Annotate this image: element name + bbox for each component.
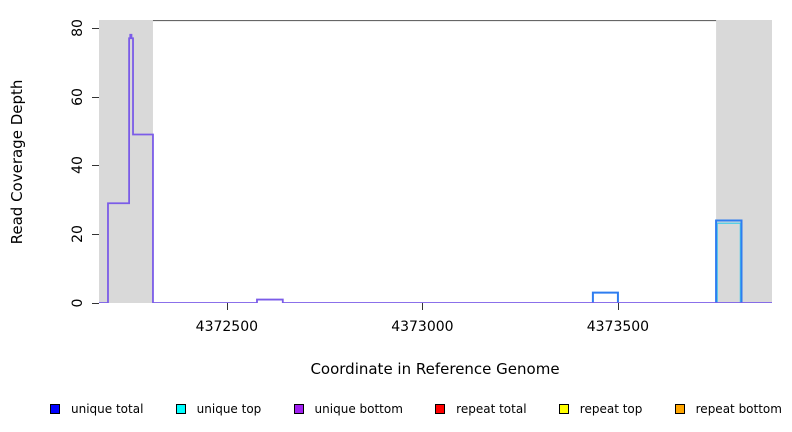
legend-item-repeat-top: repeat top xyxy=(558,402,643,416)
y-tick-label: 0 xyxy=(70,298,86,308)
series-unique-total-bump xyxy=(591,291,619,303)
x-tick-label: 4372500 xyxy=(195,319,259,335)
legend-item-repeat-total: repeat total xyxy=(435,402,527,416)
chart-canvas xyxy=(99,20,772,303)
x-axis-title: Coordinate in Reference Genome xyxy=(310,360,560,378)
y-tick-label: 60 xyxy=(70,87,86,106)
y-tick-mark xyxy=(92,27,99,29)
legend-swatch-icon xyxy=(50,404,60,414)
legend-label: unique top xyxy=(196,402,262,416)
plot-area xyxy=(99,20,772,303)
series-unique-total-right-box xyxy=(715,219,743,303)
y-tick-label: 20 xyxy=(70,225,86,244)
legend-item-unique-total: unique total xyxy=(50,402,143,416)
series-unique-bottom-and-total xyxy=(99,33,772,303)
x-tick-label: 4373500 xyxy=(586,319,650,335)
y-tick-mark xyxy=(92,234,99,236)
x-tick-mark xyxy=(617,303,619,310)
y-tick-mark xyxy=(92,165,99,167)
legend-swatch-icon xyxy=(435,404,446,414)
legend-item-unique-bottom: unique bottom xyxy=(293,402,403,416)
legend-swatch-icon xyxy=(293,404,304,414)
y-tick-label: 40 xyxy=(70,156,86,175)
chart-legend: unique total unique top unique bottom repea… xyxy=(50,399,782,419)
legend-item-unique-top: unique top xyxy=(175,402,262,416)
legend-label: unique bottom xyxy=(314,402,403,416)
legend-label: repeat total xyxy=(456,402,527,416)
legend-label: repeat top xyxy=(579,402,643,416)
legend-swatch-icon xyxy=(175,404,186,414)
y-tick-mark xyxy=(92,303,99,304)
legend-item-repeat-bottom: repeat bottom xyxy=(674,402,782,416)
shaded-region xyxy=(716,20,772,303)
x-tick-mark xyxy=(422,303,424,310)
y-axis-title: Read Coverage Depth xyxy=(8,79,26,245)
x-tick-mark xyxy=(226,303,228,310)
legend-swatch-icon xyxy=(558,404,569,414)
x-tick-label: 4373000 xyxy=(391,319,454,335)
legend-label: repeat bottom xyxy=(695,402,782,416)
legend-label: unique total xyxy=(71,402,144,416)
y-tick-label: 80 xyxy=(70,18,86,37)
y-tick-mark xyxy=(92,96,99,98)
series-unique-top-inset xyxy=(716,222,741,303)
legend-swatch-icon xyxy=(674,404,685,414)
